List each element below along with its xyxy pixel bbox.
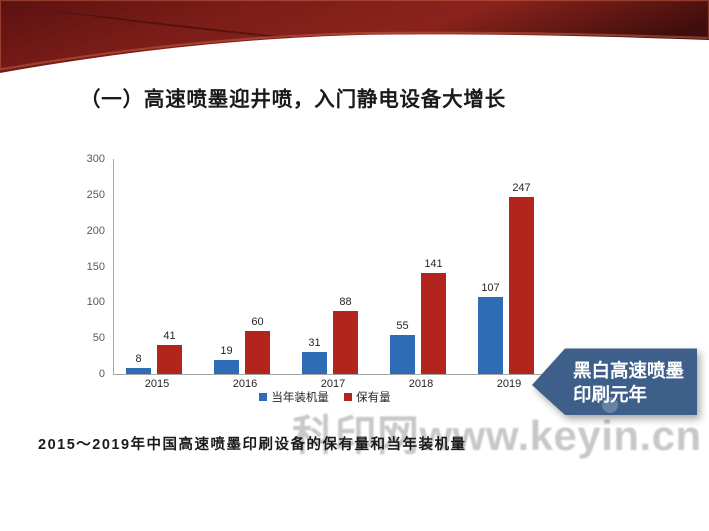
- svg-text:黑白高速喷墨: 黑白高速喷墨: [573, 360, 684, 381]
